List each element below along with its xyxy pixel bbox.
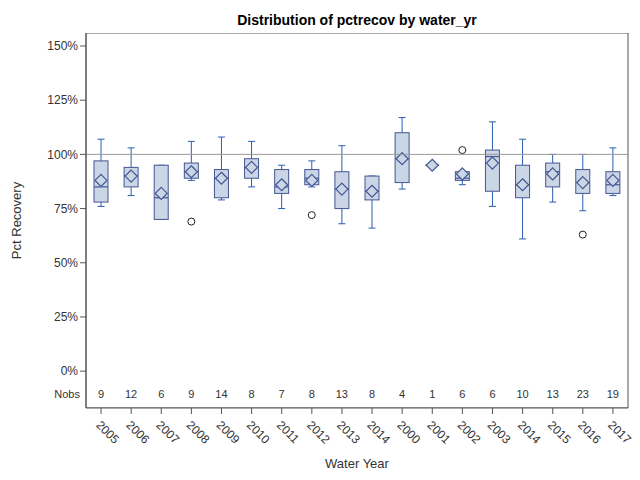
svg-text:23: 23: [577, 388, 589, 400]
svg-text:Pct Recovery: Pct Recovery: [9, 181, 24, 259]
svg-text:2015: 2015: [545, 418, 574, 447]
svg-text:2014: 2014: [515, 418, 544, 447]
svg-text:8: 8: [309, 388, 315, 400]
svg-text:2013: 2013: [334, 418, 363, 447]
svg-text:9: 9: [98, 388, 104, 400]
svg-text:10: 10: [516, 388, 528, 400]
svg-text:2011: 2011: [274, 418, 302, 446]
svg-text:75%: 75%: [54, 202, 78, 216]
svg-text:2016: 2016: [575, 418, 604, 447]
svg-text:Nobs: Nobs: [54, 388, 80, 400]
svg-text:2006: 2006: [123, 418, 152, 447]
svg-text:2002: 2002: [455, 418, 484, 447]
svg-text:7: 7: [279, 388, 285, 400]
svg-text:6: 6: [489, 388, 495, 400]
svg-text:50%: 50%: [54, 256, 78, 270]
svg-text:6: 6: [459, 388, 465, 400]
svg-text:Water Year: Water Year: [325, 456, 390, 471]
svg-text:2012: 2012: [304, 418, 333, 447]
svg-text:0%: 0%: [61, 364, 79, 378]
svg-text:150%: 150%: [47, 39, 78, 53]
svg-text:2003: 2003: [485, 418, 514, 447]
svg-text:13: 13: [336, 388, 348, 400]
html-text:Distribution of pctrecov by wa: Distribution of pctrecov by water_yr: [237, 12, 477, 28]
svg-text:2005: 2005: [93, 418, 122, 447]
svg-text:2010: 2010: [244, 418, 273, 447]
svg-text:2014: 2014: [364, 418, 393, 447]
svg-text:2017: 2017: [605, 418, 632, 447]
svg-text:25%: 25%: [54, 310, 78, 324]
svg-text:6: 6: [158, 388, 164, 400]
svg-text:1: 1: [429, 388, 435, 400]
svg-text:4: 4: [399, 388, 405, 400]
svg-text:8: 8: [248, 388, 254, 400]
svg-text:13: 13: [547, 388, 559, 400]
svg-text:2009: 2009: [214, 418, 243, 447]
svg-text:2007: 2007: [153, 418, 182, 447]
svg-text:8: 8: [369, 388, 375, 400]
svg-text:2000: 2000: [394, 418, 423, 447]
svg-text:2001: 2001: [424, 418, 453, 447]
svg-text:19: 19: [607, 388, 619, 400]
svg-text:14: 14: [215, 388, 227, 400]
svg-text:9: 9: [188, 388, 194, 400]
svg-text:125%: 125%: [47, 93, 78, 107]
svg-text:100%: 100%: [47, 148, 78, 162]
svg-text:12: 12: [125, 388, 137, 400]
svg-text:2008: 2008: [184, 418, 213, 447]
